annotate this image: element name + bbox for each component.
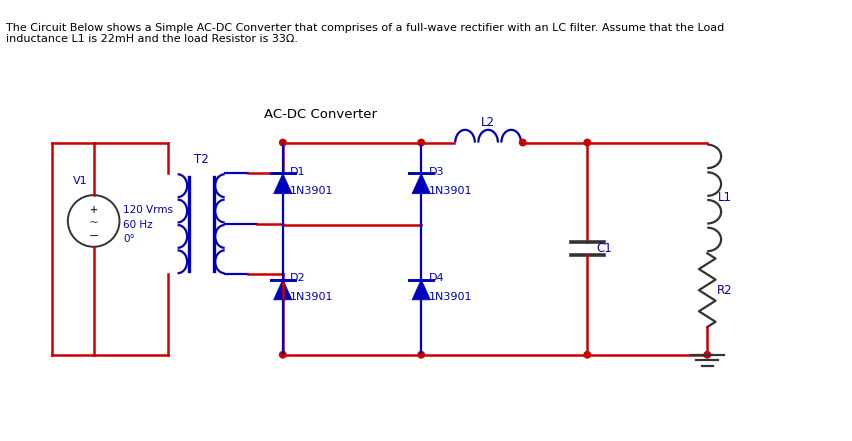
Text: L1: L1 (717, 191, 732, 204)
Text: 60 Hz: 60 Hz (123, 220, 153, 230)
Circle shape (279, 351, 285, 358)
Polygon shape (412, 173, 430, 194)
Text: D4: D4 (428, 273, 444, 283)
Text: AC-DC Converter: AC-DC Converter (264, 108, 377, 121)
Text: 1N3901: 1N3901 (428, 186, 471, 196)
Text: D1: D1 (290, 167, 305, 176)
Text: ~: ~ (89, 215, 99, 228)
Circle shape (584, 139, 590, 146)
Text: R2: R2 (716, 284, 731, 297)
Text: D3: D3 (428, 167, 444, 176)
Text: T2: T2 (193, 153, 208, 166)
Text: 0°: 0° (123, 235, 135, 244)
Text: The Circuit Below shows a Simple AC-DC Converter that comprises of a full-wave r: The Circuit Below shows a Simple AC-DC C… (6, 22, 723, 44)
Circle shape (417, 351, 424, 358)
Circle shape (279, 139, 285, 146)
Text: 1N3901: 1N3901 (290, 186, 333, 196)
Text: C1: C1 (596, 242, 612, 255)
Polygon shape (273, 173, 291, 194)
Text: V1: V1 (73, 176, 88, 186)
Text: 120 Vrms: 120 Vrms (123, 205, 173, 215)
Polygon shape (273, 280, 291, 300)
Text: −: − (89, 230, 99, 243)
Circle shape (703, 351, 710, 358)
Circle shape (584, 351, 590, 358)
Text: +: + (89, 205, 98, 215)
Text: 1N3901: 1N3901 (290, 292, 333, 302)
Circle shape (519, 139, 526, 146)
Text: 1N3901: 1N3901 (428, 292, 471, 302)
Circle shape (417, 139, 424, 146)
Text: L2: L2 (481, 116, 494, 129)
Text: D2: D2 (290, 273, 306, 283)
Polygon shape (412, 280, 430, 300)
